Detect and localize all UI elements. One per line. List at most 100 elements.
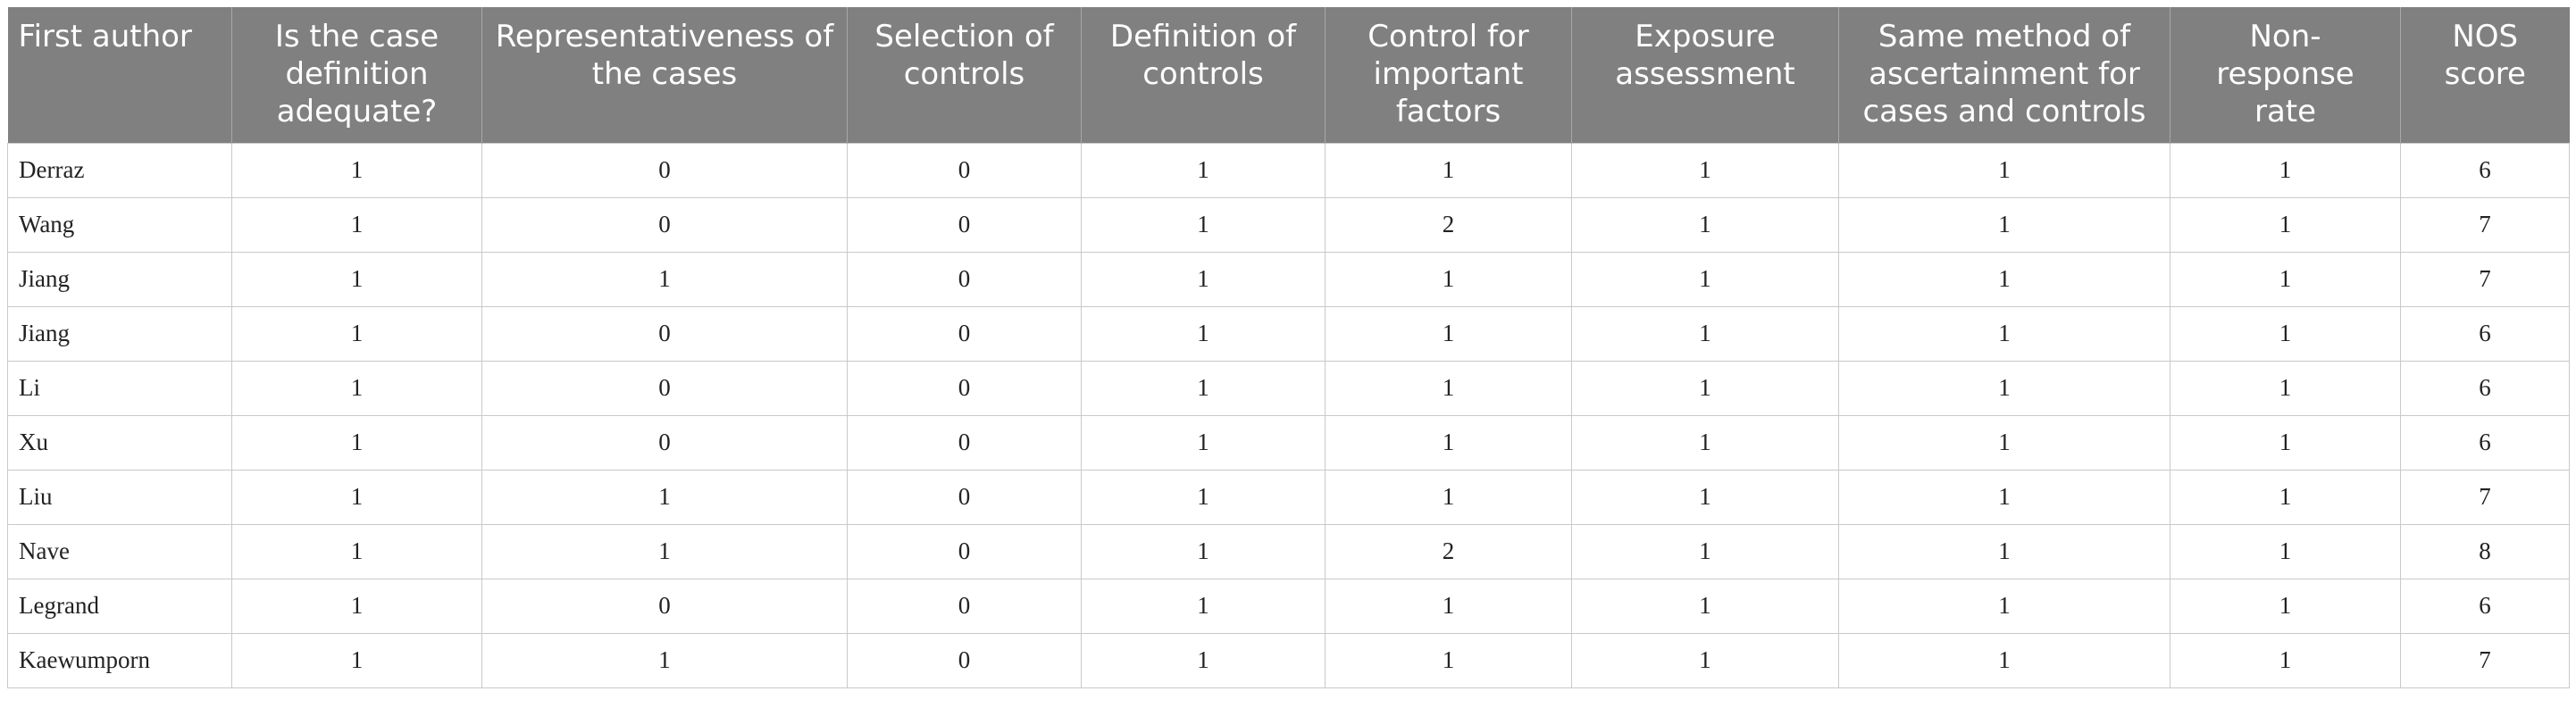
- score-cell: 1: [1325, 360, 1572, 416]
- author-cell: Liu: [7, 469, 232, 525]
- score-cell: 1: [1325, 632, 1572, 688]
- header-exposure-assessment: Exposure assessment: [1571, 7, 1839, 143]
- nos-quality-table: First author Is the case definition adeq…: [7, 7, 2570, 688]
- header-nos-score: NOS score: [2400, 7, 2570, 143]
- score-cell: 0: [481, 196, 848, 253]
- header-first-author: First author: [7, 7, 232, 143]
- header-selection-of-controls: Selection of controls: [847, 7, 1082, 143]
- score-cell: 8: [2400, 523, 2570, 579]
- score-cell: 1: [1081, 632, 1326, 688]
- score-cell: 1: [1838, 414, 2170, 471]
- score-cell: 0: [847, 196, 1082, 253]
- score-cell: 0: [481, 414, 848, 471]
- score-cell: 1: [2170, 632, 2401, 688]
- score-cell: 1: [1081, 523, 1326, 579]
- table-body: Derraz 1 0 0 1 1 1 1 1 6 Wang 1 0 0 1 2 1 1 1 7 Jiang 1 1 0 1 1 1 1…: [7, 142, 2570, 688]
- score-cell: 1: [1571, 469, 1839, 525]
- score-cell: 0: [847, 578, 1082, 634]
- score-cell: 1: [1325, 305, 1572, 362]
- score-cell: 1: [1838, 523, 2170, 579]
- score-cell: 1: [1081, 305, 1326, 362]
- score-cell: 1: [481, 469, 848, 525]
- score-cell: 1: [231, 469, 482, 525]
- score-cell: 1: [231, 632, 482, 688]
- table-row: Li 1 0 0 1 1 1 1 1 6: [7, 360, 2570, 416]
- header-row: First author Is the case definition adeq…: [7, 7, 2570, 143]
- table-row: Derraz 1 0 0 1 1 1 1 1 6: [7, 142, 2570, 198]
- author-cell: Jiang: [7, 305, 232, 362]
- score-cell: 1: [2170, 523, 2401, 579]
- score-cell: 0: [847, 469, 1082, 525]
- score-cell: 1: [2170, 469, 2401, 525]
- score-cell: 1: [231, 414, 482, 471]
- score-cell: 7: [2400, 251, 2570, 307]
- table-row: Xu 1 0 0 1 1 1 1 1 6: [7, 414, 2570, 471]
- score-cell: 0: [847, 142, 1082, 198]
- header-representativeness: Representativeness of the cases: [481, 7, 848, 143]
- score-cell: 1: [1081, 469, 1326, 525]
- table-row: Kaewumporn 1 1 0 1 1 1 1 1 7: [7, 632, 2570, 688]
- score-cell: 1: [1571, 578, 1839, 634]
- score-cell: 0: [847, 523, 1082, 579]
- score-cell: 1: [1325, 142, 1572, 198]
- score-cell: 2: [1325, 196, 1572, 253]
- score-cell: 1: [481, 523, 848, 579]
- score-cell: 1: [2170, 578, 2401, 634]
- score-cell: 1: [231, 523, 482, 579]
- author-cell: Xu: [7, 414, 232, 471]
- score-cell: 1: [2170, 142, 2401, 198]
- score-cell: 6: [2400, 578, 2570, 634]
- score-cell: 1: [1838, 196, 2170, 253]
- score-cell: 1: [1571, 360, 1839, 416]
- author-cell: Kaewumporn: [7, 632, 232, 688]
- score-cell: 1: [1081, 578, 1326, 634]
- score-cell: 1: [1838, 360, 2170, 416]
- score-cell: 0: [847, 360, 1082, 416]
- score-cell: 1: [1081, 251, 1326, 307]
- score-cell: 1: [1325, 414, 1572, 471]
- score-cell: 6: [2400, 360, 2570, 416]
- score-cell: 1: [231, 578, 482, 634]
- score-cell: 1: [231, 142, 482, 198]
- score-cell: 1: [231, 196, 482, 253]
- score-cell: 1: [1081, 360, 1326, 416]
- score-cell: 6: [2400, 414, 2570, 471]
- score-cell: 1: [2170, 414, 2401, 471]
- score-cell: 1: [481, 251, 848, 307]
- score-cell: 6: [2400, 142, 2570, 198]
- score-cell: 1: [2170, 305, 2401, 362]
- author-cell: Legrand: [7, 578, 232, 634]
- score-cell: 1: [1571, 196, 1839, 253]
- score-cell: 1: [231, 360, 482, 416]
- header-same-method: Same method of ascertainment for cases a…: [1838, 7, 2170, 143]
- score-cell: 1: [1838, 142, 2170, 198]
- header-definition-of-controls: Definition of controls: [1081, 7, 1326, 143]
- score-cell: 0: [481, 578, 848, 634]
- score-cell: 0: [847, 414, 1082, 471]
- table-container: First author Is the case definition adeq…: [7, 7, 2570, 688]
- score-cell: 1: [1571, 251, 1839, 307]
- score-cell: 1: [1081, 142, 1326, 198]
- author-cell: Derraz: [7, 142, 232, 198]
- score-cell: 1: [481, 632, 848, 688]
- score-cell: 1: [1325, 469, 1572, 525]
- score-cell: 1: [1081, 414, 1326, 471]
- score-cell: 1: [1325, 251, 1572, 307]
- header-non-response-rate: Non-response rate: [2170, 7, 2401, 143]
- score-cell: 1: [1571, 414, 1839, 471]
- score-cell: 1: [1081, 196, 1326, 253]
- score-cell: 6: [2400, 305, 2570, 362]
- score-cell: 0: [847, 305, 1082, 362]
- score-cell: 1: [1838, 251, 2170, 307]
- score-cell: 0: [481, 360, 848, 416]
- score-cell: 2: [1325, 523, 1572, 579]
- score-cell: 7: [2400, 196, 2570, 253]
- score-cell: 1: [1325, 578, 1572, 634]
- score-cell: 0: [847, 632, 1082, 688]
- score-cell: 7: [2400, 469, 2570, 525]
- score-cell: 7: [2400, 632, 2570, 688]
- author-cell: Nave: [7, 523, 232, 579]
- score-cell: 1: [1838, 469, 2170, 525]
- author-cell: Jiang: [7, 251, 232, 307]
- score-cell: 1: [231, 305, 482, 362]
